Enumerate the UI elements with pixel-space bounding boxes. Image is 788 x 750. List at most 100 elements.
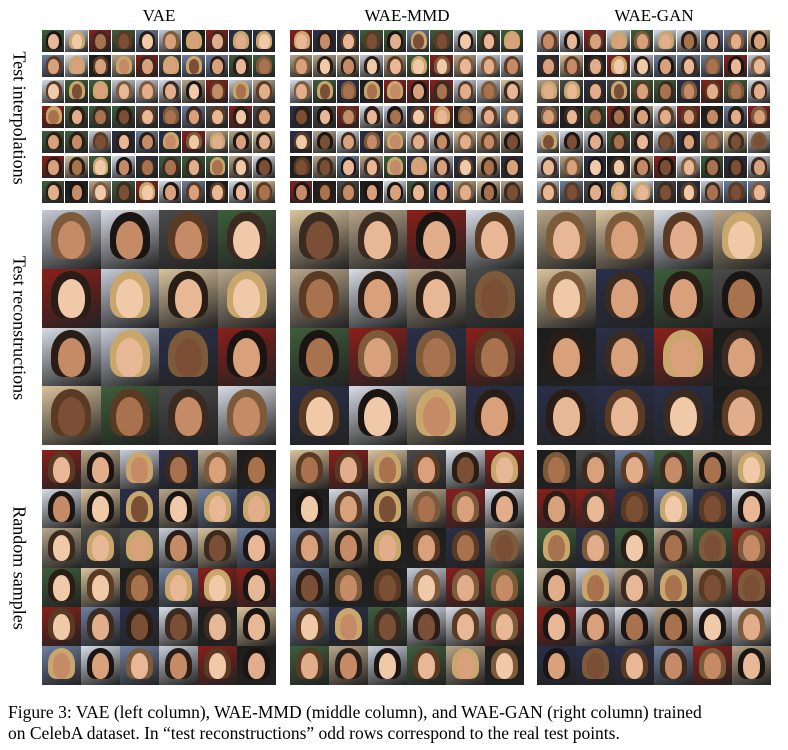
reconstruction-image (348, 210, 407, 269)
reconstruction-image (290, 327, 349, 387)
interpolation-image (583, 80, 607, 103)
reconstruction-image (654, 386, 713, 445)
face-shape (91, 574, 110, 601)
sample-image (485, 646, 524, 686)
sample-image (42, 528, 81, 568)
row-label-reconstructions-text: Test reconstructions (9, 255, 30, 400)
face-shape (730, 159, 742, 175)
face-shape (296, 33, 308, 49)
reconstruction-image (100, 210, 159, 269)
sample-image (329, 528, 368, 568)
face-shape (57, 279, 85, 319)
face-shape (742, 496, 761, 523)
face-shape (95, 159, 106, 175)
face-shape (436, 185, 448, 200)
sample-image (615, 646, 654, 686)
face-shape (625, 574, 644, 601)
face-shape (319, 59, 331, 74)
interpolation-image (159, 181, 182, 204)
face-shape (413, 109, 425, 125)
interpolation-image (477, 105, 500, 128)
face-shape (296, 84, 308, 100)
reconstruction-image (290, 268, 349, 328)
sample-image (407, 606, 446, 646)
reconstruction-image (159, 386, 218, 445)
interpolation-image (560, 30, 583, 53)
sample-image (446, 567, 485, 607)
interpolation-image (313, 130, 336, 153)
face-shape (625, 496, 644, 523)
face-shape (319, 33, 331, 49)
interpolation-image (135, 156, 158, 179)
interpolation-image (383, 156, 406, 179)
interpolation-image (724, 55, 747, 78)
reconstruction-image (595, 386, 654, 445)
reconstruction-image (217, 210, 276, 269)
interpolation-image (537, 130, 560, 153)
interpolation-image (42, 156, 65, 179)
sample-image (159, 646, 198, 686)
face-shape (543, 33, 555, 49)
column-title-wae-gan: WAE-GAN (614, 6, 694, 25)
face-shape (339, 496, 358, 523)
face-shape (660, 109, 672, 125)
interpolation-image (112, 55, 135, 78)
face-shape (169, 613, 188, 640)
face-shape (343, 185, 354, 200)
face-shape (165, 134, 177, 150)
face-shape (707, 185, 718, 200)
interpolation-image (313, 30, 336, 53)
face-shape (586, 574, 605, 601)
reconstruction-image (654, 327, 713, 387)
interpolation-image (630, 105, 653, 128)
face-shape (742, 613, 761, 640)
face-shape (258, 59, 270, 74)
face-shape (460, 84, 471, 100)
face-shape (730, 33, 742, 49)
face-shape (566, 134, 578, 150)
face-shape (71, 59, 83, 74)
face-shape (235, 109, 247, 125)
interpolation-image (65, 55, 88, 78)
interpolation-image (383, 80, 406, 103)
interpolation-image (560, 105, 583, 128)
figure-caption: Figure 3: VAE (left column), WAE-MMD (mi… (8, 702, 783, 744)
interpolation-image (724, 181, 747, 204)
face-shape (417, 457, 436, 483)
face-shape (71, 84, 83, 100)
interpolation-image (229, 130, 252, 153)
interpolation-image (205, 181, 229, 204)
interpolation-image (583, 105, 607, 128)
reconstruction-image (217, 268, 276, 328)
face-shape (481, 220, 509, 260)
sample-image (732, 528, 771, 568)
interpolation-image (159, 130, 182, 153)
face-shape (413, 84, 425, 100)
interpolation-image (112, 156, 135, 179)
vae-sample-grid (42, 450, 276, 686)
sample-image (654, 646, 693, 686)
interpolation-image (607, 80, 630, 103)
interpolation-image (583, 181, 607, 204)
face-shape (543, 84, 555, 100)
sample-image (198, 489, 237, 529)
interpolation-image (500, 55, 523, 78)
face-shape (378, 574, 397, 601)
interpolation-image (537, 181, 560, 204)
column-title-wae-mmd: WAE-MMD (364, 6, 450, 25)
interpolation-image (229, 181, 252, 204)
face-shape (586, 653, 605, 679)
sample-image (159, 450, 198, 490)
interpolation-image (135, 130, 158, 153)
sample-image (237, 606, 276, 646)
face-shape (296, 109, 308, 125)
face-shape (378, 457, 397, 483)
face-shape (586, 496, 605, 523)
sample-image (42, 646, 81, 686)
sample-image (42, 567, 81, 607)
face-shape (669, 220, 697, 260)
sample-image (732, 606, 771, 646)
reconstruction-image (159, 210, 218, 269)
face-shape (165, 185, 177, 200)
face-shape (460, 134, 471, 150)
